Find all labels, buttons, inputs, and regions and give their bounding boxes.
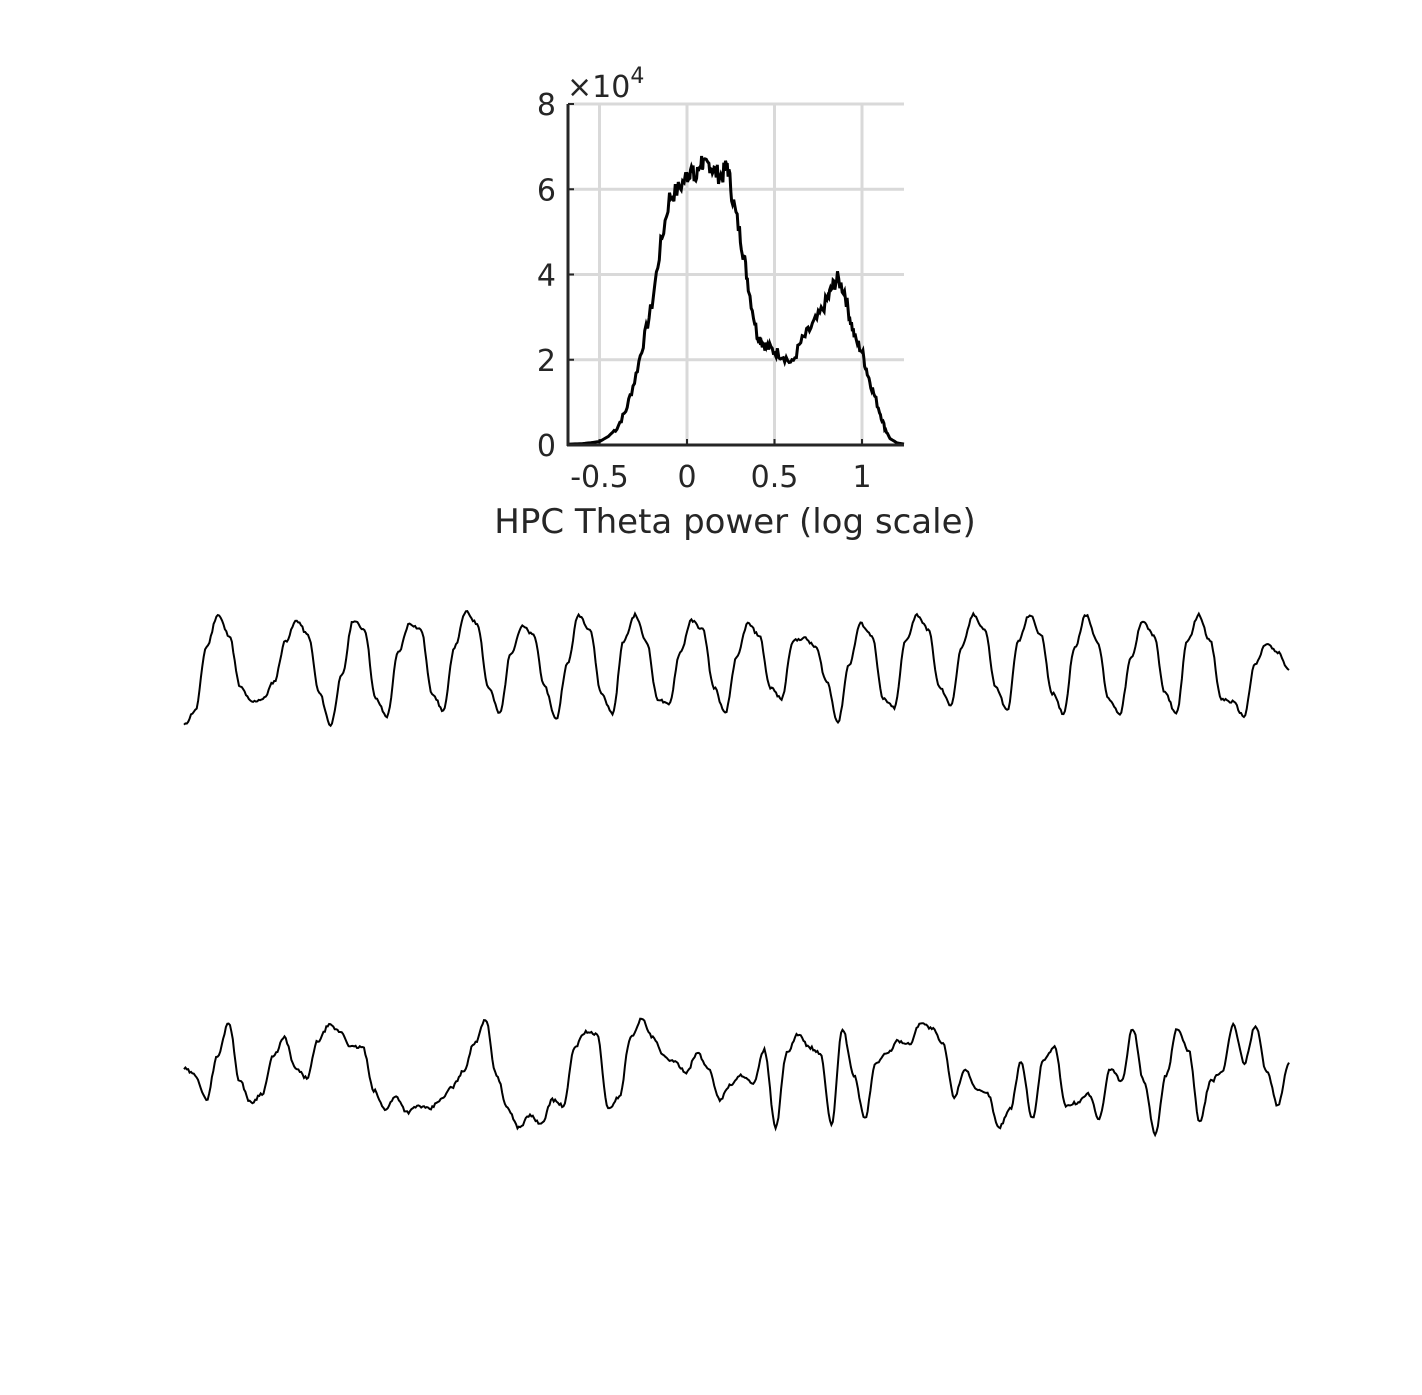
y-exponent-label: ×104 [567, 64, 644, 105]
y-tick-label: 2 [537, 344, 556, 379]
y-exponent-power: 4 [630, 64, 644, 89]
y-tick-label: 0 [537, 429, 556, 464]
x-tick-labels: -0.5 0 0.5 1 [570, 439, 872, 495]
lfp-trace-2 [183, 1017, 1290, 1138]
x-tick-label: 0.5 [751, 460, 799, 495]
x-tick-label: 0 [677, 460, 696, 495]
y-tick-label: 4 [537, 259, 556, 294]
y-tick-label: 8 [537, 88, 556, 123]
lfp-trace-1 [183, 610, 1290, 728]
x-axis-label: HPC Theta power (log scale) [494, 502, 976, 542]
y-tick-labels: 0 2 4 6 8 [537, 88, 574, 464]
y-exponent-base: ×10 [567, 70, 630, 105]
x-tick-label: 1 [852, 460, 871, 495]
x-tick-label: -0.5 [570, 460, 629, 495]
histogram-line [568, 155, 905, 446]
grid-lines [568, 102, 904, 447]
y-tick-label: 6 [537, 173, 556, 208]
